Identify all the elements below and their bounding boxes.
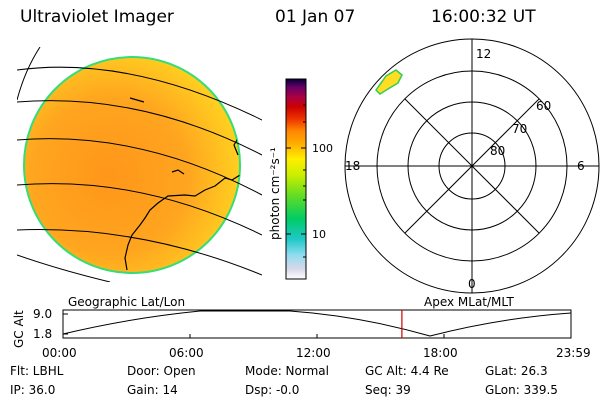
time-label: 16:00:32 UT — [431, 7, 536, 27]
lat-label-70: 70 — [512, 122, 527, 136]
colorbar-tick-10: 10 — [312, 228, 326, 241]
info-mode: Mode: Normal — [245, 364, 329, 378]
timeline-frame — [62, 309, 572, 339]
colorbar-tick-100: 100 — [312, 142, 333, 155]
lat-label-80: 80 — [490, 144, 505, 158]
latitude-grid — [17, 47, 262, 282]
mlt-label-12: 12 — [476, 47, 491, 61]
earth-disk — [23, 56, 241, 274]
instrument-title: Ultraviolet Imager — [20, 7, 174, 27]
info-door: Door: Open — [127, 364, 196, 378]
colorbar-ticks — [286, 104, 306, 258]
lat-label-60: 60 — [536, 99, 551, 113]
info-dsp: Dsp: -0.0 — [245, 383, 300, 397]
mlt-label-0: 0 — [468, 277, 476, 291]
time-tick-4: 23:59 — [556, 346, 591, 360]
info-gain: Gain: 14 — [127, 383, 178, 397]
time-tick-3: 18:00 — [423, 346, 458, 360]
time-tick-0: 00:00 — [42, 346, 77, 360]
info-seq: Seq: 39 — [365, 383, 411, 397]
geographic-image-panel — [17, 47, 262, 282]
polar-grid — [344, 38, 600, 294]
info-glon: GLon: 339.5 — [485, 383, 558, 397]
altitude-curve — [62, 310, 572, 337]
colorbar-unit-label: photon cm⁻²s⁻¹ — [268, 147, 282, 240]
polar-plot: 12 0 18 6 60 70 80 — [344, 38, 600, 294]
time-tick-2: 12:00 — [296, 346, 331, 360]
timeline-ticks — [63, 313, 445, 338]
timeline-axis-label: GC Alt — [12, 310, 26, 348]
date-label: 01 Jan 07 — [275, 7, 356, 27]
auroral-patch — [375, 69, 403, 95]
timeline-right-title: Apex MLat/MLT — [424, 295, 514, 309]
timeline-ymin: 1.8 — [33, 327, 52, 341]
time-tick-1: 06:00 — [169, 346, 204, 360]
info-ip: IP: 36.0 — [10, 383, 56, 397]
info-gc-alt: GC Alt: 4.4 Re — [365, 364, 449, 378]
mlt-label-6: 6 — [577, 159, 585, 173]
colorbar — [285, 78, 307, 280]
timeline-ymax: 9.0 — [33, 307, 52, 321]
info-filter: Flt: LBHL — [10, 364, 64, 378]
timeline-left-title: Geographic Lat/Lon — [68, 295, 185, 309]
mlt-label-18: 18 — [345, 159, 360, 173]
info-glat: GLat: 26.3 — [485, 364, 548, 378]
